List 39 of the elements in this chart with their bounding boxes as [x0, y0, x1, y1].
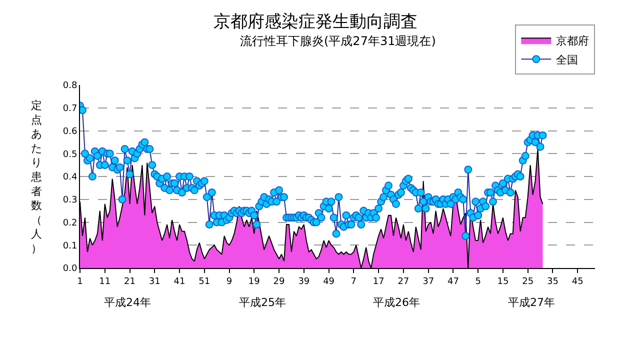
x-tick-label: 19	[248, 276, 260, 287]
text: 平成24年	[104, 296, 151, 309]
chart-title: 京都府感染症発生動向調査	[214, 12, 418, 32]
x-tick-label: 7	[350, 276, 357, 287]
text: 定点あたり患者数（人）	[31, 99, 42, 255]
y-tick-label: 0.7	[62, 104, 78, 114]
legend-label: 全国	[556, 53, 578, 66]
x-tick-label: 17	[372, 276, 384, 287]
x-tick-label: 1	[77, 276, 83, 287]
x-tick-label: 21	[124, 276, 136, 287]
x-tick-label: 45	[572, 276, 584, 287]
x-tick-label: 41	[174, 276, 186, 287]
legend-label: 京都府	[556, 34, 590, 48]
x-tick-label: 35	[546, 276, 558, 287]
y-tick-label: 0.1	[62, 241, 78, 252]
x-tick-label: 29	[273, 276, 286, 287]
x-tick-label: 47	[447, 276, 459, 287]
x-tick-label: 31	[148, 276, 160, 287]
chart-subtitle: 流行性耳下腺炎(平成27年31週現在)	[240, 34, 436, 48]
x-tick-label: 51	[198, 276, 210, 287]
y-tick-label: 0.8	[62, 81, 78, 92]
text: 平成27年	[508, 296, 555, 309]
text: 平成25年	[239, 296, 286, 309]
y-tick-label: 0.3	[62, 196, 78, 206]
y-tick-label: 0.0	[62, 264, 78, 274]
x-tick-label: 15	[497, 276, 509, 287]
x-tick-label: 5	[475, 276, 481, 287]
y-tick-label: 0.2	[62, 218, 78, 228]
x-tick-label: 39	[298, 276, 310, 287]
x-tick-label: 37	[422, 276, 434, 287]
y-tick-label: 0.4	[62, 172, 78, 183]
x-tick-label: 11	[99, 276, 111, 287]
x-tick-label: 27	[398, 276, 410, 287]
y-tick-label: 0.5	[62, 150, 78, 160]
text: 平成26年	[373, 296, 420, 309]
x-tick-label: 9	[226, 276, 232, 287]
x-tick-label: 25	[522, 276, 534, 287]
x-tick-label: 49	[323, 276, 335, 287]
y-tick-label: 0.6	[62, 126, 78, 137]
